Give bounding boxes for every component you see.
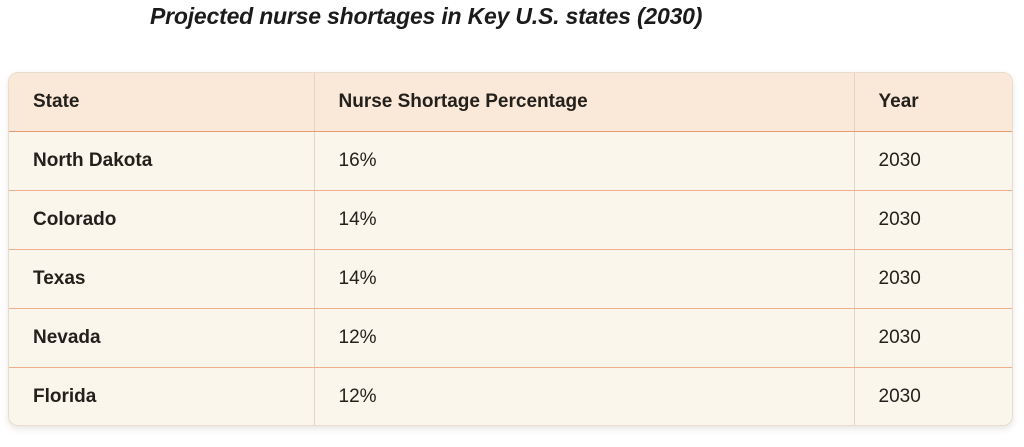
nurse-shortage-table-card: State Nurse Shortage Percentage Year Nor… <box>8 72 1013 426</box>
cell-state: Colorado <box>9 190 315 250</box>
cell-shortage-percentage: 14% <box>314 190 855 250</box>
table-header-row: State Nurse Shortage Percentage Year <box>9 73 1012 132</box>
table-row: Nevada 12% 2030 <box>9 308 1012 368</box>
cell-year: 2030 <box>854 190 1012 250</box>
column-header-shortage-percentage: Nurse Shortage Percentage <box>314 73 855 132</box>
page-title: Projected nurse shortages in Key U.S. st… <box>150 3 703 29</box>
cell-shortage-percentage: 12% <box>314 367 855 425</box>
table-row: Texas 14% 2030 <box>9 249 1012 309</box>
cell-shortage-percentage: 12% <box>314 308 855 368</box>
cell-state: Nevada <box>9 308 315 368</box>
nurse-shortage-table: State Nurse Shortage Percentage Year Nor… <box>9 73 1012 425</box>
cell-state: Florida <box>9 367 315 425</box>
cell-state: Texas <box>9 249 315 309</box>
cell-state: North Dakota <box>9 131 315 191</box>
column-header-state: State <box>9 73 315 132</box>
table-body: North Dakota 16% 2030 Colorado 14% 2030 … <box>9 131 1012 425</box>
table-row: Florida 12% 2030 <box>9 367 1012 425</box>
table-header: State Nurse Shortage Percentage Year <box>9 73 1012 132</box>
cell-shortage-percentage: 14% <box>314 249 855 309</box>
cell-year: 2030 <box>854 131 1012 191</box>
table-row: Colorado 14% 2030 <box>9 190 1012 250</box>
cell-year: 2030 <box>854 367 1012 425</box>
cell-year: 2030 <box>854 308 1012 368</box>
cell-year: 2030 <box>854 249 1012 309</box>
cell-shortage-percentage: 16% <box>314 131 855 191</box>
table-row: North Dakota 16% 2030 <box>9 131 1012 191</box>
column-header-year: Year <box>854 73 1012 132</box>
